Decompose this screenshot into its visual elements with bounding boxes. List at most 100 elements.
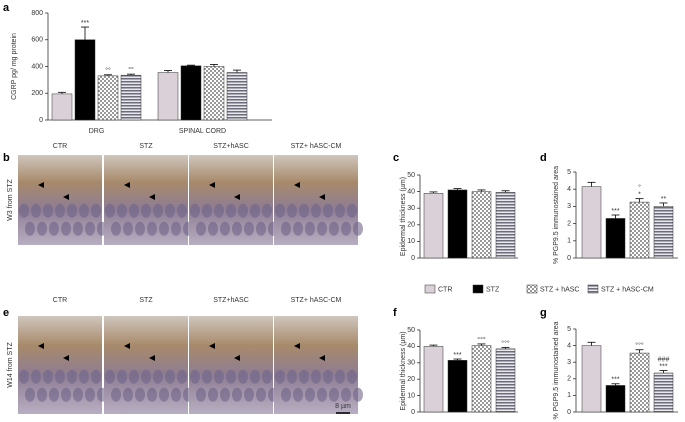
arrowhead xyxy=(63,355,69,361)
cell-nucleus xyxy=(31,369,41,384)
cell-nucleus xyxy=(250,369,260,384)
cell-nucleus xyxy=(177,369,187,384)
y-tick-label: 0 xyxy=(567,409,571,416)
scale-bar-label: 8 µm xyxy=(335,403,351,410)
y-tick-label: 3 xyxy=(567,203,571,210)
arrowhead xyxy=(234,355,240,361)
bar xyxy=(495,348,516,413)
cell-nucleus xyxy=(31,203,41,218)
cell-nucleus xyxy=(55,369,65,384)
legend-swatch xyxy=(424,284,436,294)
column-label: STZ+ hASC-CM xyxy=(291,143,342,150)
bar xyxy=(471,191,492,259)
cell-nucleus xyxy=(220,387,230,402)
bar xyxy=(51,93,73,121)
arrowhead xyxy=(63,194,69,200)
y-tick-label: 10 xyxy=(407,392,415,399)
cell-nucleus xyxy=(73,221,83,236)
y-tick-label: 30 xyxy=(407,360,415,367)
significance-label: °° xyxy=(128,66,134,74)
cell-nucleus xyxy=(293,221,303,236)
cell-nucleus xyxy=(105,203,115,218)
significance-label: °°° xyxy=(477,336,486,344)
legend-label: CTR xyxy=(438,286,452,293)
y-tick-label: 10 xyxy=(407,238,415,245)
panel-label: a xyxy=(3,2,10,14)
y-tick-label: 2 xyxy=(567,376,571,383)
arrowhead xyxy=(38,182,44,188)
cell-nucleus xyxy=(323,369,333,384)
cell-nucleus xyxy=(37,387,47,402)
panel-label: d xyxy=(540,152,547,164)
bar xyxy=(605,385,626,413)
arrowhead xyxy=(319,355,325,361)
bar xyxy=(226,72,248,121)
cell-nucleus xyxy=(353,387,363,402)
cell-nucleus xyxy=(341,221,351,236)
arrowhead xyxy=(234,194,240,200)
y-tick-label: 40 xyxy=(407,343,415,350)
y-tick-label: 30 xyxy=(407,205,415,212)
y-tick-label: 4 xyxy=(567,342,571,349)
cell-nucleus xyxy=(153,203,163,218)
cell-nucleus xyxy=(165,369,175,384)
y-tick-label: 200 xyxy=(31,90,43,97)
cell-nucleus xyxy=(73,387,83,402)
arrowhead xyxy=(294,343,300,349)
cell-nucleus xyxy=(153,369,163,384)
arrowhead xyxy=(149,355,155,361)
bar xyxy=(120,74,142,121)
significance-label: ° xyxy=(638,184,641,192)
cell-nucleus xyxy=(329,387,339,402)
cell-nucleus xyxy=(202,369,212,384)
cell-nucleus xyxy=(25,387,35,402)
row-label: W14 from STZ xyxy=(7,342,14,388)
cell-nucleus xyxy=(85,387,95,402)
cell-nucleus xyxy=(79,369,89,384)
y-tick-label: 1 xyxy=(567,238,571,245)
cell-nucleus xyxy=(202,203,212,218)
significance-label: *** xyxy=(81,20,89,27)
cell-nucleus xyxy=(256,387,266,402)
y-tick-label: 2 xyxy=(567,220,571,227)
cell-nucleus xyxy=(135,221,145,236)
cell-nucleus xyxy=(275,203,285,218)
y-tick-label: 0 xyxy=(411,255,415,262)
bar xyxy=(74,39,96,121)
cell-nucleus xyxy=(159,221,169,236)
bar xyxy=(447,189,468,259)
bar xyxy=(629,201,650,259)
arrowhead xyxy=(38,343,44,349)
cell-nucleus xyxy=(226,369,236,384)
bar xyxy=(581,186,602,259)
x-category-label: SPINAL CORD xyxy=(179,128,226,135)
cell-nucleus xyxy=(111,387,121,402)
cell-nucleus xyxy=(262,203,272,218)
significance-label: *** xyxy=(611,377,619,384)
cell-nucleus xyxy=(347,203,357,218)
cell-nucleus xyxy=(347,369,357,384)
cell-nucleus xyxy=(256,221,266,236)
cell-nucleus xyxy=(329,221,339,236)
cell-nucleus xyxy=(91,369,101,384)
y-tick-label: 40 xyxy=(407,188,415,195)
cell-nucleus xyxy=(49,387,59,402)
column-label: STZ+hASC xyxy=(213,297,249,304)
cell-nucleus xyxy=(141,203,151,218)
y-tick-label: 400 xyxy=(31,63,43,70)
panel-label: g xyxy=(540,307,547,319)
cell-nucleus xyxy=(111,221,121,236)
cell-nucleus xyxy=(287,203,297,218)
legend-swatch xyxy=(526,284,538,294)
cell-nucleus xyxy=(317,221,327,236)
panel-label: b xyxy=(3,152,10,164)
cell-nucleus xyxy=(61,221,71,236)
arrowhead xyxy=(149,194,155,200)
arrowhead xyxy=(294,182,300,188)
cell-nucleus xyxy=(19,369,29,384)
y-tick-label: 800 xyxy=(31,10,43,17)
significance-label: *** xyxy=(659,363,667,370)
panel-label: f xyxy=(393,307,397,319)
cell-nucleus xyxy=(311,369,321,384)
panel-label: e xyxy=(3,307,9,319)
